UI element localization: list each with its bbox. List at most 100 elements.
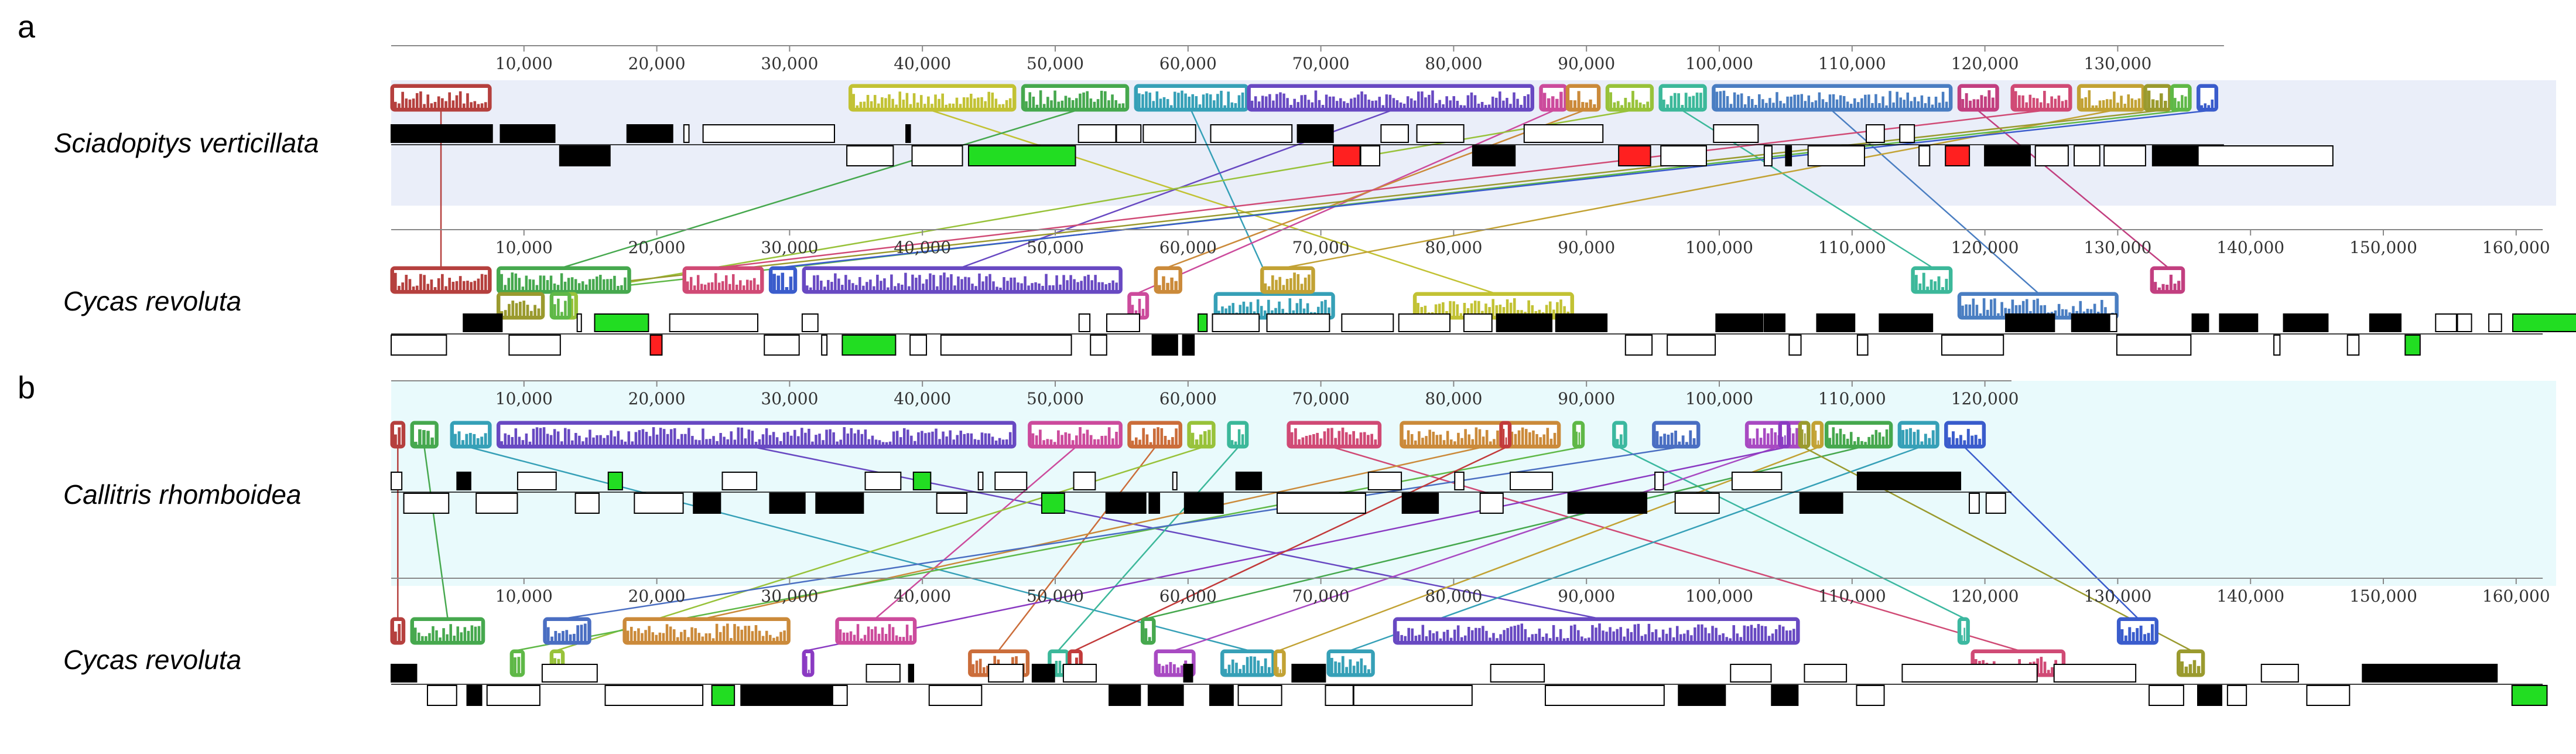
similarity-bar — [2204, 103, 2206, 108]
similarity-bar — [881, 627, 884, 641]
similarity-bar — [1334, 661, 1337, 673]
similarity-bar — [1966, 429, 1970, 445]
similarity-bar — [1749, 438, 1751, 445]
similarity-bar — [1424, 97, 1427, 108]
similarity-bar — [439, 637, 442, 641]
similarity-bar — [1934, 97, 1938, 108]
similarity-bar — [1795, 428, 1798, 445]
gene-feature — [607, 472, 623, 490]
similarity-bar — [717, 282, 721, 290]
gene-feature — [403, 493, 450, 514]
similarity-bar — [634, 631, 637, 641]
similarity-bar — [1499, 91, 1501, 108]
similarity-bar — [2091, 105, 2095, 108]
similarity-bar — [963, 434, 966, 445]
similarity-bar — [964, 277, 967, 290]
similarity-bar — [2011, 299, 2014, 316]
similarity-bar — [473, 101, 477, 108]
gene-feature — [1367, 472, 1402, 490]
similarity-bar — [676, 439, 680, 445]
similarity-bar — [712, 436, 715, 445]
similarity-bar — [465, 434, 468, 445]
similarity-bar — [1345, 432, 1348, 445]
similarity-bar — [1818, 92, 1821, 108]
similarity-bar — [987, 91, 990, 108]
similarity-bar — [1683, 633, 1686, 641]
similarity-bar — [1718, 634, 1721, 641]
ruler-tick-label: 10,000 — [495, 586, 553, 606]
similarity-bar — [1972, 298, 1975, 316]
similarity-bar — [1367, 669, 1370, 673]
similarity-bar — [1411, 628, 1414, 641]
similarity-bar — [1538, 309, 1541, 316]
similarity-bar — [1305, 435, 1308, 445]
similarity-bar — [856, 105, 859, 108]
similarity-bar — [844, 275, 847, 290]
similarity-bar — [1288, 298, 1292, 316]
similarity-bar — [1188, 96, 1190, 108]
similarity-bar — [1961, 305, 1964, 316]
similarity-bar — [808, 670, 810, 673]
similarity-bar — [709, 439, 711, 445]
similarity-bar — [2101, 299, 2103, 316]
similarity-bar — [1325, 94, 1328, 108]
similarity-bar — [580, 625, 583, 641]
similarity-bar — [473, 281, 477, 290]
similarity-bar — [710, 282, 714, 290]
similarity-bar — [848, 279, 851, 290]
similarity-bar — [1552, 309, 1555, 316]
similarity-bar — [1588, 637, 1590, 641]
similarity-bar — [915, 277, 918, 290]
similarity-bar — [1299, 299, 1302, 316]
similarity-bar — [830, 282, 833, 290]
similarity-bar — [1864, 94, 1867, 108]
similarity-bar — [1356, 661, 1359, 673]
similarity-bar — [532, 428, 535, 445]
similarity-bar — [1524, 629, 1527, 641]
similarity-bar — [1630, 632, 1633, 641]
similarity-bar — [1010, 277, 1012, 290]
similarity-bar — [1323, 431, 1326, 445]
similarity-bar — [1666, 104, 1670, 108]
similarity-bar — [1685, 442, 1688, 445]
similarity-bar — [918, 275, 921, 290]
similarity-bar — [583, 623, 587, 641]
similarity-bar — [1460, 637, 1463, 641]
similarity-bar — [394, 434, 397, 445]
similarity-bar — [1180, 665, 1183, 673]
similarity-bar — [737, 427, 740, 445]
similarity-bar — [1513, 298, 1516, 316]
similarity-bar — [1694, 627, 1696, 641]
similarity-bar — [1428, 94, 1431, 108]
similarity-bar — [744, 626, 747, 641]
similarity-bar — [2089, 309, 2093, 316]
similarity-bar — [1524, 429, 1528, 445]
similarity-bar — [1404, 636, 1407, 641]
similarity-bar — [938, 439, 941, 445]
gene-feature — [1062, 664, 1097, 683]
similarity-bar — [518, 301, 522, 316]
similarity-bar — [613, 436, 616, 445]
similarity-bar — [733, 439, 737, 445]
similarity-bar — [1756, 428, 1759, 445]
similarity-bar — [1846, 101, 1849, 108]
similarity-bar — [892, 431, 895, 445]
similarity-bar — [1874, 429, 1878, 445]
similarity-bar — [1330, 428, 1333, 445]
similarity-bar — [1475, 427, 1478, 445]
similarity-bar — [419, 91, 422, 108]
similarity-bar — [655, 434, 659, 445]
similarity-bar — [1542, 434, 1546, 445]
similarity-bar — [1249, 302, 1253, 316]
similarity-bar — [567, 278, 570, 290]
similarity-bar — [1246, 306, 1249, 316]
similarity-bar — [673, 428, 676, 445]
gene-feature — [1454, 472, 1465, 490]
gene-feature — [2369, 313, 2402, 332]
similarity-bar — [1174, 281, 1178, 290]
similarity-bar — [430, 279, 433, 290]
similarity-bar — [1438, 100, 1441, 108]
similarity-bar — [610, 279, 613, 290]
gene-feature — [769, 493, 806, 514]
similarity-bar — [549, 275, 553, 290]
